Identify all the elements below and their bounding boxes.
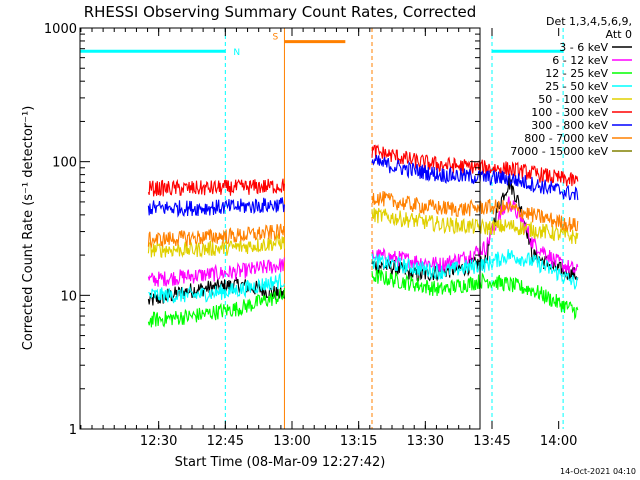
x-tick-label-0: 12:30 bbox=[140, 434, 177, 449]
plot-frame bbox=[79, 27, 481, 430]
series-line-3-segment-1 bbox=[371, 249, 579, 290]
series-line-6-segment-0 bbox=[147, 197, 285, 218]
series-line-5-segment-0 bbox=[147, 178, 285, 197]
series-line-4-segment-1 bbox=[371, 207, 579, 245]
x-tick-label-1: 12:45 bbox=[207, 434, 244, 449]
flag-label-s: S bbox=[272, 33, 278, 43]
x-tick-label-3: 13:15 bbox=[340, 434, 377, 449]
legend-label-2: 12 - 25 keV bbox=[545, 67, 608, 80]
legend-label-4: 50 - 100 keV bbox=[538, 93, 608, 106]
legend-label-0: 3 - 6 keV bbox=[559, 41, 608, 54]
y-tick-label-0: 1 bbox=[69, 423, 77, 438]
legend-label-5: 100 - 300 keV bbox=[531, 106, 608, 119]
series-line-6-segment-1 bbox=[371, 154, 579, 201]
legend-label-8: 7000 - 15000 keV bbox=[510, 145, 608, 158]
legend-header-line-1: Det 1,3,4,5,6,9, bbox=[546, 15, 632, 28]
y-axis-label: Corrected Count Rate (s⁻¹ detector⁻¹) bbox=[21, 106, 36, 351]
legend-label-1: 6 - 12 keV bbox=[552, 54, 608, 67]
legend-header-line-2: Att 0 bbox=[606, 28, 632, 41]
x-axis-label: Start Time (08-Mar-09 12:27:42) bbox=[175, 455, 386, 470]
plot-area: NS bbox=[79, 28, 579, 429]
series-line-1-segment-0 bbox=[147, 257, 285, 287]
series-line-2-segment-0 bbox=[147, 287, 285, 328]
series-line-7-segment-0 bbox=[147, 223, 285, 249]
x-tick-label-4: 13:30 bbox=[407, 434, 444, 449]
series-line-3-segment-0 bbox=[148, 271, 285, 304]
chart-title: RHESSI Observing Summary Count Rates, Co… bbox=[84, 3, 477, 21]
x-tick-label-6: 14:00 bbox=[540, 434, 577, 449]
legend-label-6: 300 - 800 keV bbox=[531, 119, 608, 132]
series-line-2-segment-1 bbox=[371, 268, 579, 321]
legend-label-3: 25 - 50 keV bbox=[545, 80, 608, 93]
legend-label-7: 800 - 7000 keV bbox=[524, 132, 608, 145]
series-line-1-segment-1 bbox=[371, 196, 579, 275]
series-line-7-segment-1 bbox=[371, 190, 579, 232]
x-tick-label-2: 13:00 bbox=[273, 434, 310, 449]
series-line-4-segment-0 bbox=[147, 233, 285, 259]
y-tick-label-2: 100 bbox=[52, 156, 77, 171]
axes: 12:30 12:45 13:00 13:15 13:30 13:45 14:00 1 10 10… bbox=[44, 22, 577, 449]
flag-label-n: N bbox=[233, 48, 240, 58]
x-tick-label-5: 13:45 bbox=[473, 434, 510, 449]
y-tick-label-1: 10 bbox=[60, 289, 77, 304]
footer-date: 14-Oct-2021 04:10 bbox=[560, 467, 636, 476]
y-tick-label-3: 1000 bbox=[44, 22, 77, 37]
